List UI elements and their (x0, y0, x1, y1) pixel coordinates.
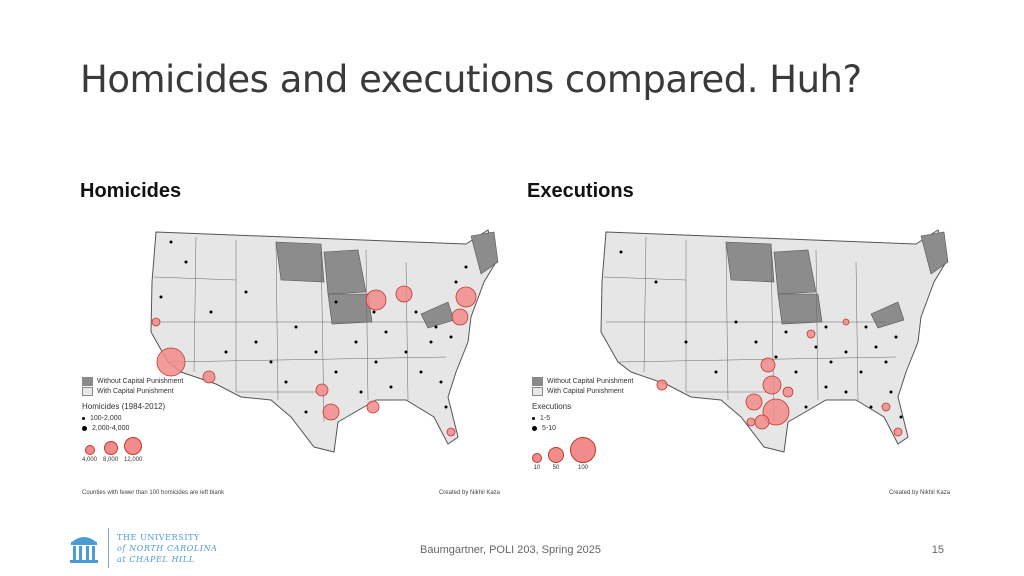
legend-circle-medium (103, 441, 118, 455)
with-cp-swatch (532, 386, 543, 396)
legend-with-cp: With Capital Punishment (547, 387, 624, 395)
legend-small-dot: 100-2,000 (90, 414, 122, 422)
legend-with-cp: With Capital Punishment (97, 387, 174, 395)
executions-heading: Executions (527, 180, 634, 202)
legend-circle-small (84, 445, 95, 455)
homicides-map: Without Capital Punishment With Capital … (76, 222, 506, 507)
medium-dot-icon (82, 425, 87, 431)
logo-line-3: at CHAPEL HILL (117, 554, 195, 564)
page-number: 15 (931, 544, 944, 556)
legend-circle-label: 10 (533, 465, 541, 471)
without-cp-swatch (82, 376, 93, 386)
homicide-small-dots (159, 240, 468, 414)
old-well-icon (70, 537, 98, 563)
execution-small-dots (619, 250, 903, 419)
legend-circle-large (124, 437, 143, 455)
homicides-note: Counties with fewer than 100 homicides a… (82, 490, 225, 496)
slide-title: Homicides and executions compared. Huh? (80, 58, 862, 101)
legend-medium-dot: 5-10 (542, 424, 557, 432)
us-outline (150, 229, 499, 453)
legend-circle-medium (548, 447, 564, 463)
executions-legend: Without Capital Punishment With Capital … (532, 376, 633, 471)
homicides-heading: Homicides (80, 180, 182, 202)
legend-circle-label: 8,000 (103, 457, 119, 463)
legend-title: Executions (532, 402, 572, 411)
legend-circle-small (532, 453, 542, 463)
legend-circle-label: 100 (577, 465, 588, 471)
us-outline (600, 229, 949, 453)
legend-circle-large (570, 437, 596, 463)
logo-line-2: of NORTH CAROLINA (117, 543, 218, 553)
legend-small-dot: 1-5 (540, 414, 551, 422)
homicides-legend: Without Capital Punishment With Capital … (82, 376, 183, 463)
legend-circle-label: 50 (552, 465, 560, 471)
without-cp-swatch (532, 376, 543, 386)
legend-medium-dot: 2,000-4,000 (92, 424, 130, 432)
legend-circle-label: 4,000 (82, 457, 98, 463)
legend-circle-label: 12,000 (124, 457, 143, 463)
medium-dot-icon (532, 425, 537, 431)
with-cp-swatch (82, 386, 93, 396)
unc-logo: THE UNIVERSITY of NORTH CAROLINA at CHAP… (68, 528, 218, 568)
executions-map-graphic (600, 229, 949, 453)
execution-circles (656, 318, 903, 437)
legend-title: Homicides (1984-2012) (82, 402, 166, 411)
executions-map: Without Capital Punishment With Capital … (526, 222, 956, 507)
small-dot-icon (532, 416, 535, 420)
logo-line-1: THE UNIVERSITY (117, 532, 200, 542)
homicides-credit: Created by Nikhil Kaza (438, 490, 500, 496)
legend-without-cp: Without Capital Punishment (547, 377, 634, 385)
legend-without-cp: Without Capital Punishment (97, 377, 184, 385)
executions-credit: Created by Nikhil Kaza (888, 490, 950, 496)
small-dot-icon (82, 416, 85, 420)
homicides-map-graphic (150, 229, 499, 453)
homicide-circles (151, 285, 477, 437)
slide-footer: Baumgartner, POLI 203, Spring 2025 (420, 544, 602, 556)
